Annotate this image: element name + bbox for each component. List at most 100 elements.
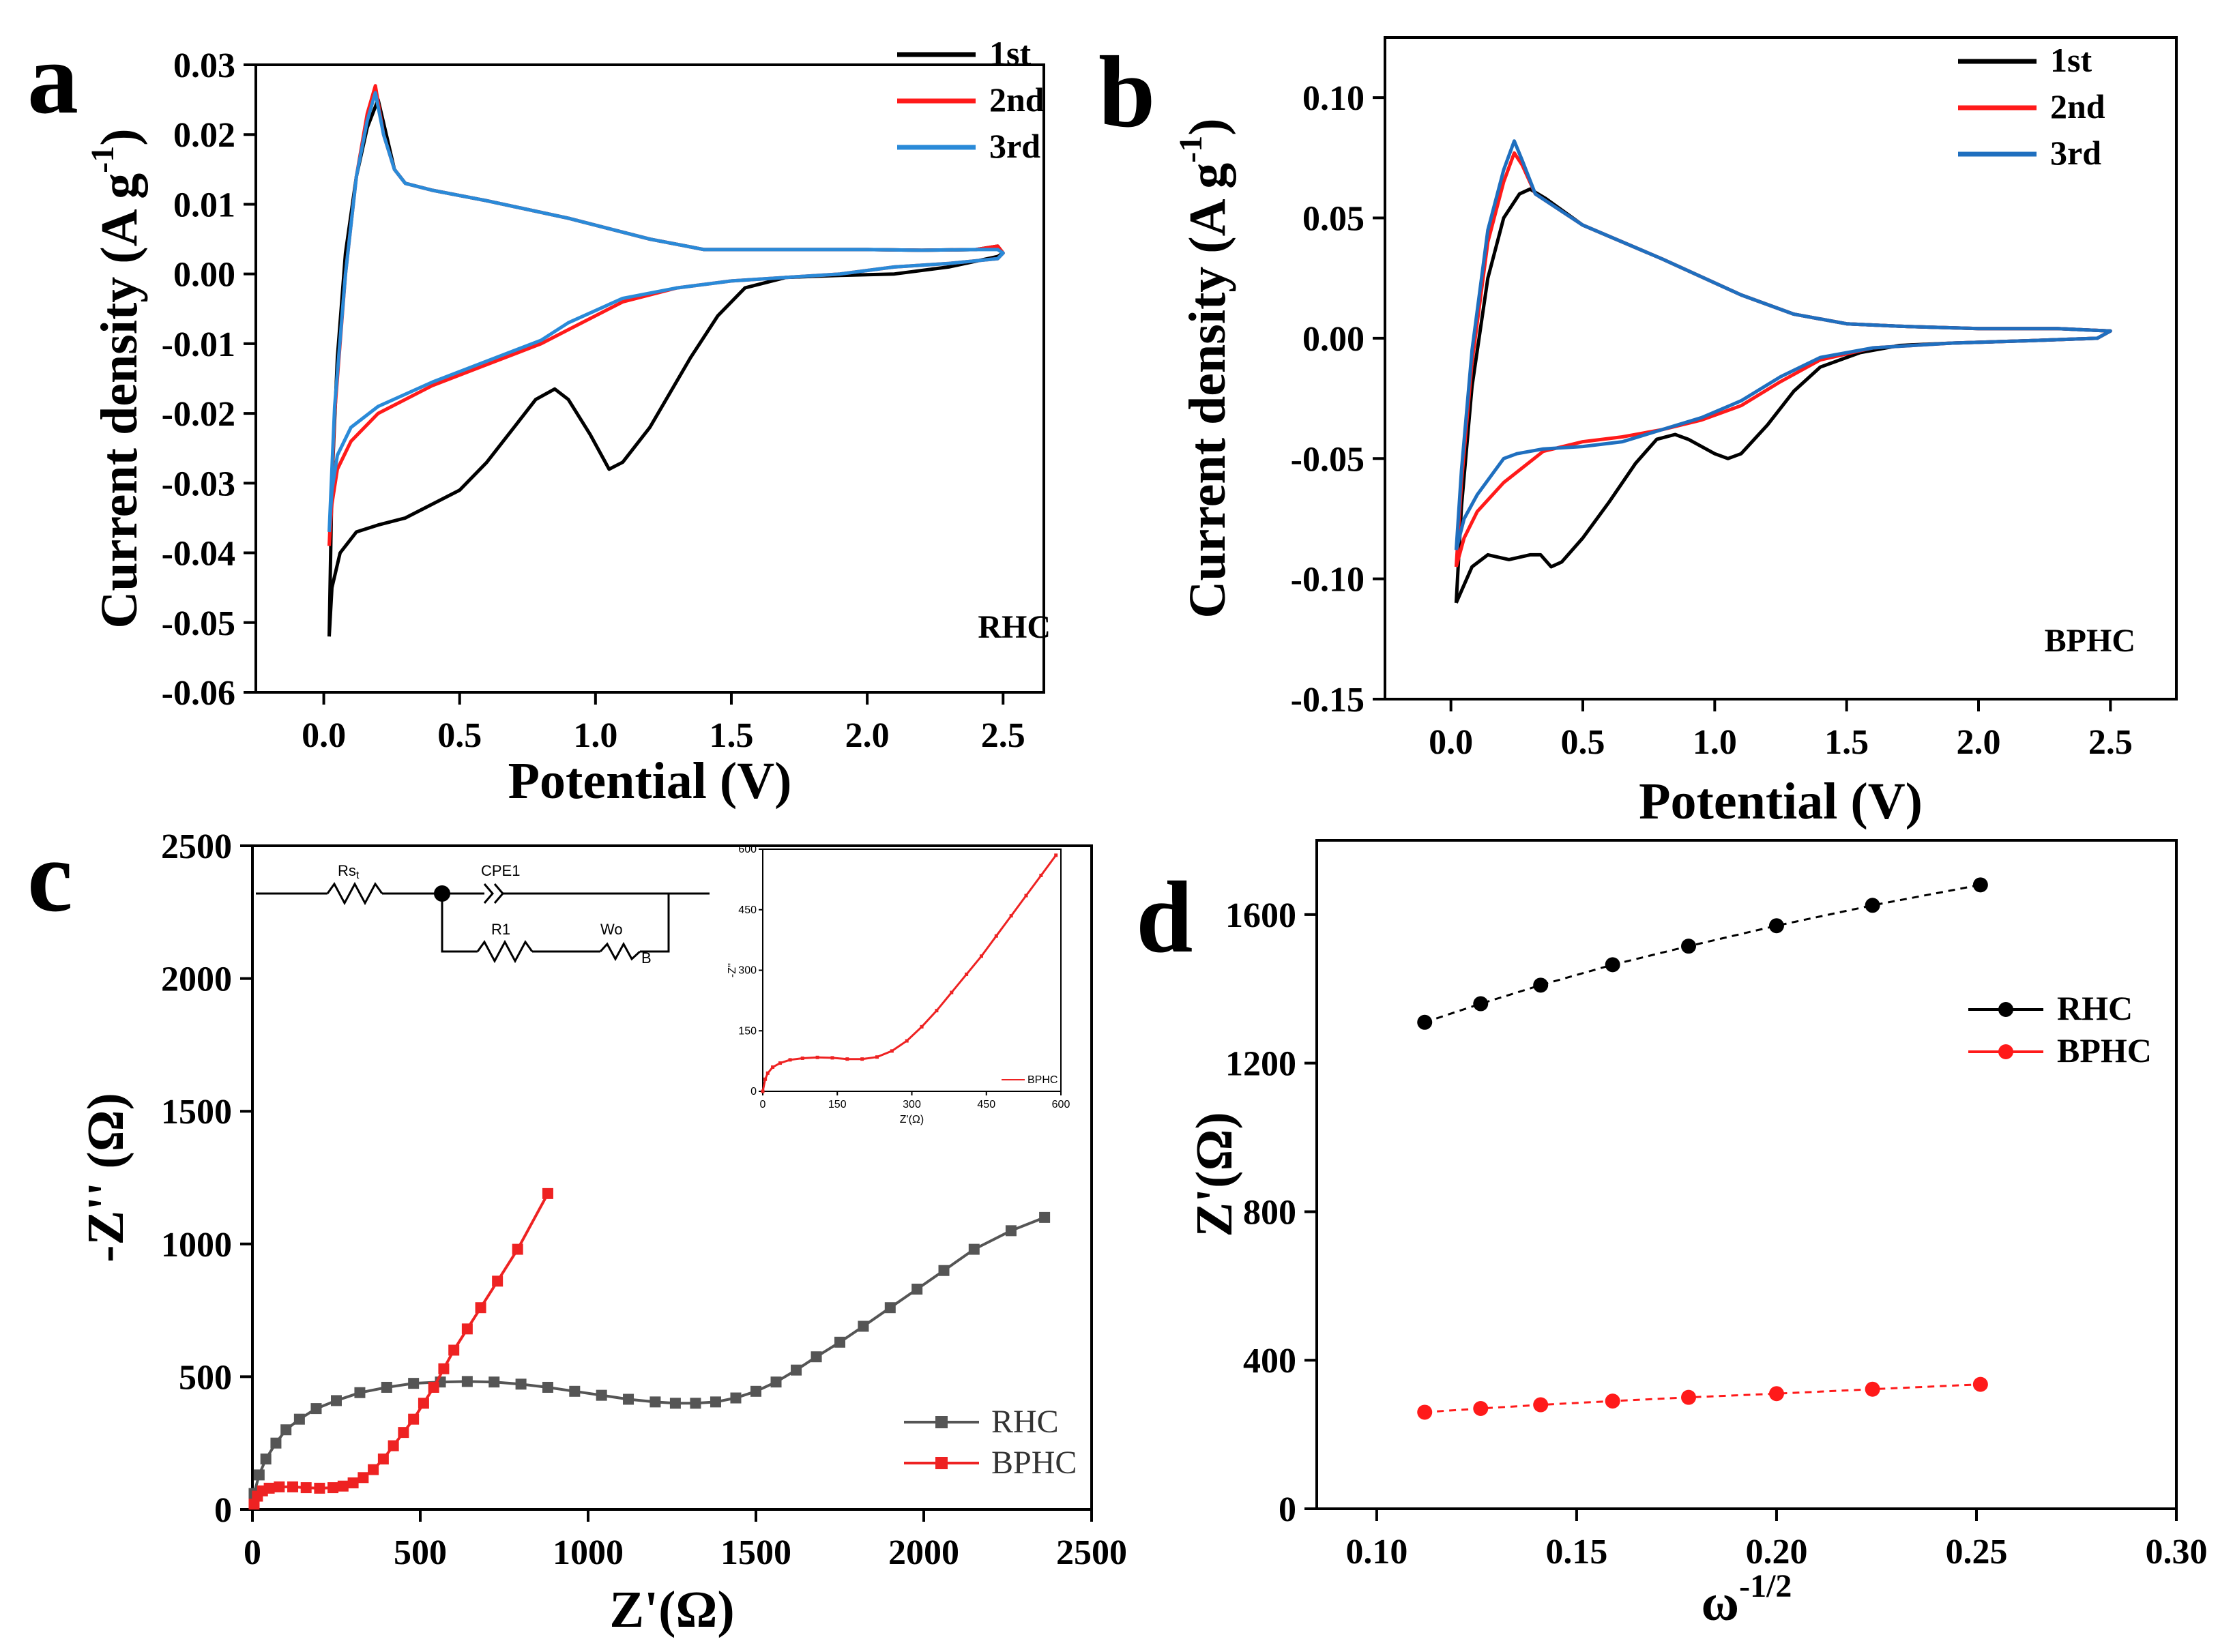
y-tick-label: 0.03 [173,46,235,85]
series-line-1st [327,98,1005,637]
data-point-RHC [280,1424,292,1436]
panel-a-cv-rhc: 0.0 0.5 1.0 1.5 2.0 2.5 -0.06 -0.05 -0.04 -0.03 -0… [27,22,1051,810]
x-tick-label: 0.0 [1429,723,1473,762]
inset-legend-label: BPHC [1027,1074,1057,1086]
data-point-RHC [1533,977,1549,993]
legend-label: RHC [991,1404,1059,1440]
x-tick-label: 0.5 [1561,723,1605,762]
data-point-RHC [461,1376,473,1387]
inset-x-tick-label: 150 [828,1099,847,1110]
y-tick-label: -0.10 [1291,561,1365,600]
data-point-BPHC [337,1480,349,1492]
x-axis-label: Potential (V) [508,752,792,810]
equivalent-circuit: Rst CPE1 R1 Wo B [256,862,710,967]
data-point-RHC [253,1469,265,1481]
data-point-RHC [542,1381,553,1393]
panel-letter: c [27,820,73,933]
inset-data-point [905,1039,909,1043]
y-tick-label: 1200 [1225,1045,1296,1084]
inset-frame [762,849,1062,1092]
data-point-RHC [623,1393,634,1405]
y-tick-label: 1000 [161,1226,232,1265]
y-axis-label: -Z'' (Ω) [77,1093,134,1263]
y-axis-label-main: Current density (A g [91,173,148,629]
data-point-RHC [1605,957,1620,973]
y-tick-label: 0.00 [1302,320,1365,359]
data-point-RHC [515,1378,527,1390]
inset-data-point [778,1061,782,1065]
data-point-RHC [381,1381,392,1393]
x-axis-label: Potential (V) [1639,773,1923,830]
legend-label: 2nd [2050,87,2105,126]
data-point-BPHC [398,1427,409,1439]
circuit-label-wo: Wo [600,921,623,938]
y-axis-label: Z'(Ω) [1186,1112,1243,1237]
circuit-wire [640,894,670,953]
y-tick-label: 0.00 [173,256,235,295]
inset-data-point [979,954,983,958]
y-tick-label: 0 [1279,1490,1296,1529]
y-tick-label: -0.05 [1291,440,1365,479]
inset-y-tick-label: 150 [738,1025,757,1037]
x-axis-label-main: Potential (V) [508,752,792,810]
circuit-resistor-rs [326,881,383,906]
inset-data-point [765,1071,770,1075]
data-point-BPHC [448,1344,460,1356]
data-point-RHC [690,1398,701,1409]
y-tick-label: -0.06 [162,674,235,713]
sample-tag: BPHC [2045,623,2135,659]
y-axis-label-tail: ) [91,128,148,145]
inset-y-tick-label: 0 [750,1086,757,1097]
data-point-RHC [811,1351,822,1363]
y-tick-label: 1600 [1225,896,1296,935]
y-tick-label: 0.10 [1302,79,1365,118]
inset-data-point [920,1024,924,1029]
data-point-RHC [1473,996,1489,1012]
data-point-BPHC [300,1482,312,1494]
y-tick-label: 400 [1243,1342,1296,1381]
x-tick-label: 1.0 [573,716,617,755]
y-tick-label: 500 [179,1358,232,1397]
inset-x-tick-label: 300 [903,1099,921,1110]
inset-data-point [830,1056,834,1060]
legend-marker [935,1416,948,1428]
legend-label: RHC [2057,989,2133,1027]
data-point-BPHC [377,1454,389,1465]
y-axis-label-sup: -1 [1173,136,1209,163]
panel-b-cv-bphc: 0.0 0.5 1.0 1.5 2.0 2.5 -0.15 -0.10 -0.05 0.00 0.0… [1098,35,2178,830]
data-point-RHC [884,1302,896,1314]
data-point-RHC [1039,1211,1051,1223]
panel-c-nyquist: 0 500 1000 1500 2000 250005001000150020002500… [27,820,1127,1638]
inset-x-tick-label: 450 [977,1099,995,1110]
inset-y-label: -Z'' [727,963,738,977]
x-tick-label: 2000 [888,1533,959,1572]
series-line-BPHC [252,1192,549,1505]
data-point-RHC [1768,918,1784,934]
y-axis-label-main: -Z'' (Ω) [77,1093,134,1263]
inset-data-point [1039,873,1043,877]
inset-data-point [1054,853,1058,857]
inset-data-point [761,1089,765,1093]
data-point-RHC [354,1387,366,1398]
circuit-label-wo-sub: B [641,949,652,967]
data-point-RHC [569,1385,581,1397]
inset-data-point [1009,914,1013,918]
inset-y-tick-label: 600 [738,844,757,855]
inset-y-tick-label: 300 [738,965,757,977]
data-point-BPHC [388,1440,399,1451]
y-tick-label: 0.05 [1302,200,1365,239]
legend-label: 3rd [2050,134,2101,172]
inset-data-point [845,1057,849,1061]
legend-marker [1998,1002,2013,1017]
data-point-RHC [791,1364,802,1376]
data-point-RHC [270,1437,282,1449]
panel-letter: b [1098,35,1155,149]
plot-frame [1384,36,2178,700]
data-point-BPHC [1533,1397,1549,1413]
y-tick-label: -0.04 [162,535,235,574]
x-axis-label-main: Z'(Ω) [609,1581,734,1638]
data-point-RHC [1417,1014,1433,1030]
data-point-BPHC [1865,1381,1880,1397]
x-tick-label: 0.30 [2146,1533,2208,1572]
y-tick-label: -0.15 [1291,681,1365,720]
